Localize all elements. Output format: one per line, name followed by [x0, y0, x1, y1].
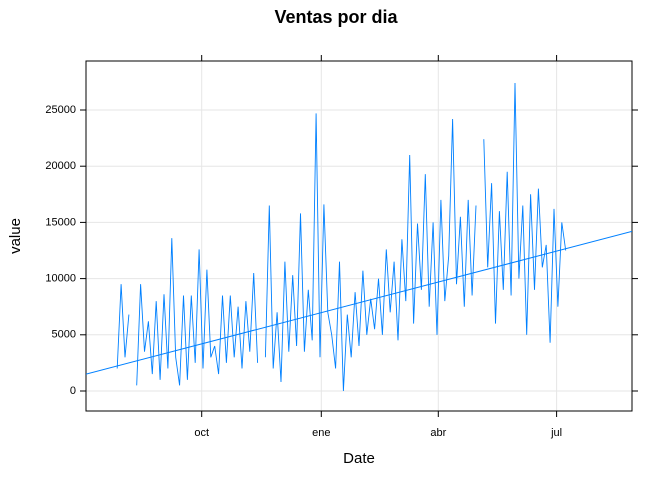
y-tick-label: 15000 [45, 216, 76, 228]
x-tick-label: abr [430, 427, 446, 439]
series-line [116, 82, 567, 392]
x-tick-label: ene [312, 427, 330, 439]
plot-area [86, 82, 632, 392]
x-tick-label: oct [194, 427, 209, 439]
trend-line [86, 230, 632, 375]
y-axis-label: value [7, 218, 24, 254]
x-axis-label: Date [343, 450, 375, 467]
chart-title: Ventas por dia [274, 7, 398, 27]
x-tick-label: jul [550, 427, 562, 439]
plot-frame [85, 60, 633, 412]
y-tick-label: 5000 [52, 329, 76, 341]
y-tick-label: 20000 [45, 160, 76, 172]
y-tick-label: 25000 [45, 104, 76, 116]
y-tick-label: 0 [70, 385, 76, 397]
y-tick-label: 10000 [45, 273, 76, 285]
